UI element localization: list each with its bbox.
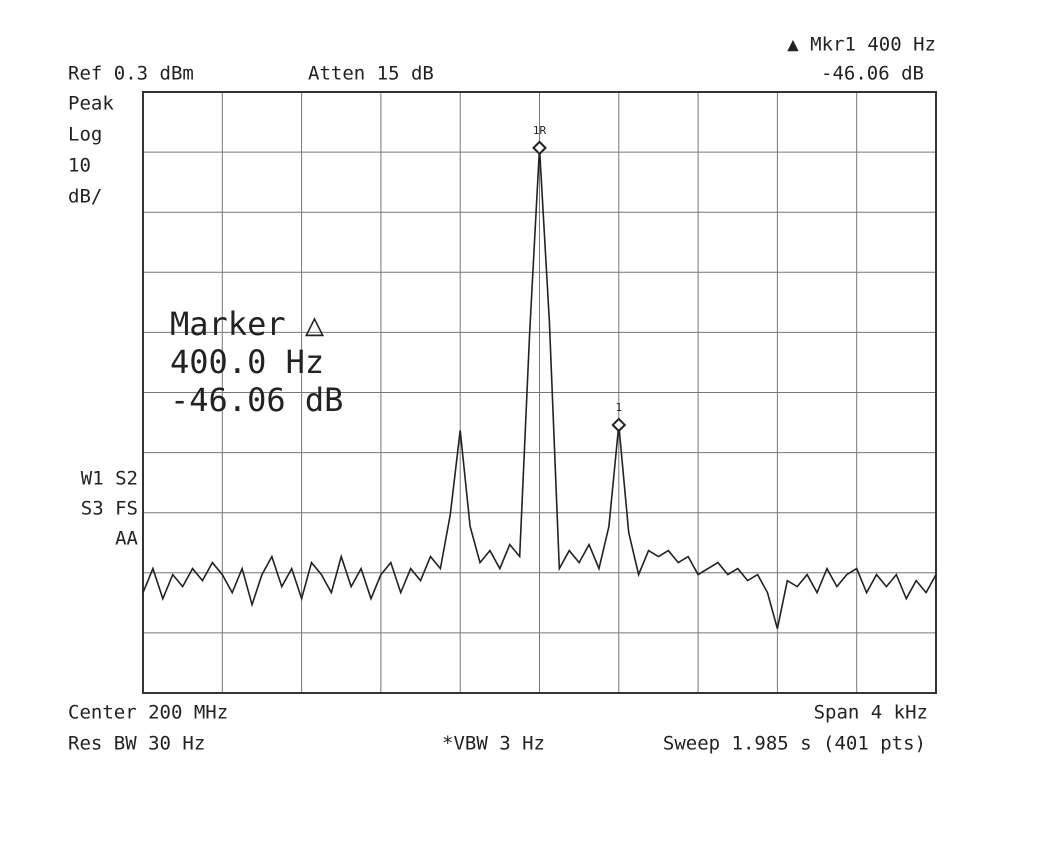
mode-label: AA [115, 528, 138, 550]
res-bw: Res BW 30 Hz [68, 733, 205, 755]
marker-box-text: Marker △ [170, 305, 325, 343]
marker-label: 1R [533, 124, 547, 137]
ref-level: Ref 0.3 dBm [68, 63, 194, 85]
span: Span 4 kHz [814, 702, 928, 724]
sweep: Sweep 1.985 s (401 pts) [663, 733, 926, 755]
mode-label: S3 FS [81, 498, 138, 520]
left-label: 10 [68, 155, 91, 177]
marker-delta: -46.06 dB [821, 63, 924, 85]
left-label: Peak [68, 93, 114, 115]
graticule-border [142, 91, 937, 694]
mode-label: W1 S2 [81, 468, 138, 490]
marker-box-text: 400.0 Hz [170, 343, 324, 381]
marker-diamond [532, 140, 547, 156]
marker-box-text: -46.06 dB [170, 381, 343, 419]
marker-label: 1 [615, 401, 622, 414]
left-label: Log [68, 124, 102, 146]
marker-diamond [611, 417, 627, 433]
center-freq: Center 200 MHz [68, 702, 228, 724]
marker-readout: ▲ Mkr1 400 Hz [787, 34, 936, 56]
vbw: *VBW 3 Hz [442, 733, 545, 755]
left-label: dB/ [68, 186, 102, 208]
attenuation: Atten 15 dB [308, 63, 434, 85]
